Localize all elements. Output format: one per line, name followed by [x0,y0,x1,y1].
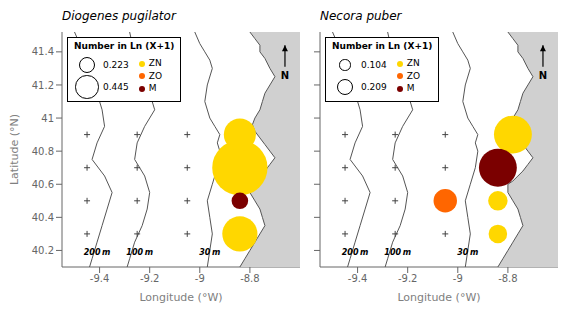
svg-text:41: 41 [41,113,54,124]
svg-text:41.4: 41.4 [32,46,54,57]
html-text:0.445: 0.445 [103,81,129,92]
html-text:M: M [148,83,157,93]
svg-text:30 m: 30 m [199,248,220,257]
html-text:Necora puber: Necora puber [320,9,402,23]
svg-text:Longitude (°W): Longitude (°W) [139,291,222,303]
svg-text:-9.4: -9.4 [90,273,110,284]
svg-text:40.4: 40.4 [32,212,54,223]
svg-text:200 m: 200 m [342,248,369,257]
html-text:Number in Ln (X+1): Number in Ln (X+1) [74,41,175,51]
svg-text:N: N [539,70,547,81]
svg-text:41.2: 41.2 [32,80,54,91]
svg-text:Latitude (°N): Latitude (°N) [8,114,21,185]
svg-text:-9.2: -9.2 [398,273,418,284]
html-text:ZO: ZO [148,70,162,81]
html-text:0.209: 0.209 [361,81,387,92]
svg-text:-8.8: -8.8 [498,273,518,284]
svg-text:-9: -9 [453,273,463,284]
svg-text:30 m: 30 m [457,248,478,257]
svg-text:100 m: 100 m [384,248,411,257]
svg-text:-9: -9 [195,273,205,284]
svg-text:N: N [281,70,289,81]
html-text:Number in Ln (X+1): Number in Ln (X+1) [332,41,433,51]
svg-text:-9.2: -9.2 [140,273,160,284]
svg-text:40.2: 40.2 [32,245,54,256]
html-text:ZN: ZN [148,58,162,68]
svg-text:-8.8: -8.8 [240,273,260,284]
svg-text:200 m: 200 m [84,248,111,257]
svg-text:Longitude (°W): Longitude (°W) [397,291,480,303]
svg-text:-9.4: -9.4 [348,273,368,284]
svg-text:100 m: 100 m [126,248,153,257]
html-text:Diogenes pugilator: Diogenes pugilator [62,9,176,23]
html-text:M: M [406,83,415,93]
html-text:ZO: ZO [406,70,420,81]
svg-text:40.6: 40.6 [32,179,54,190]
svg-text:40.8: 40.8 [32,146,54,157]
html-text:ZN: ZN [406,58,420,68]
html-text:0.223: 0.223 [103,59,129,70]
html-text:0.104: 0.104 [361,59,387,70]
